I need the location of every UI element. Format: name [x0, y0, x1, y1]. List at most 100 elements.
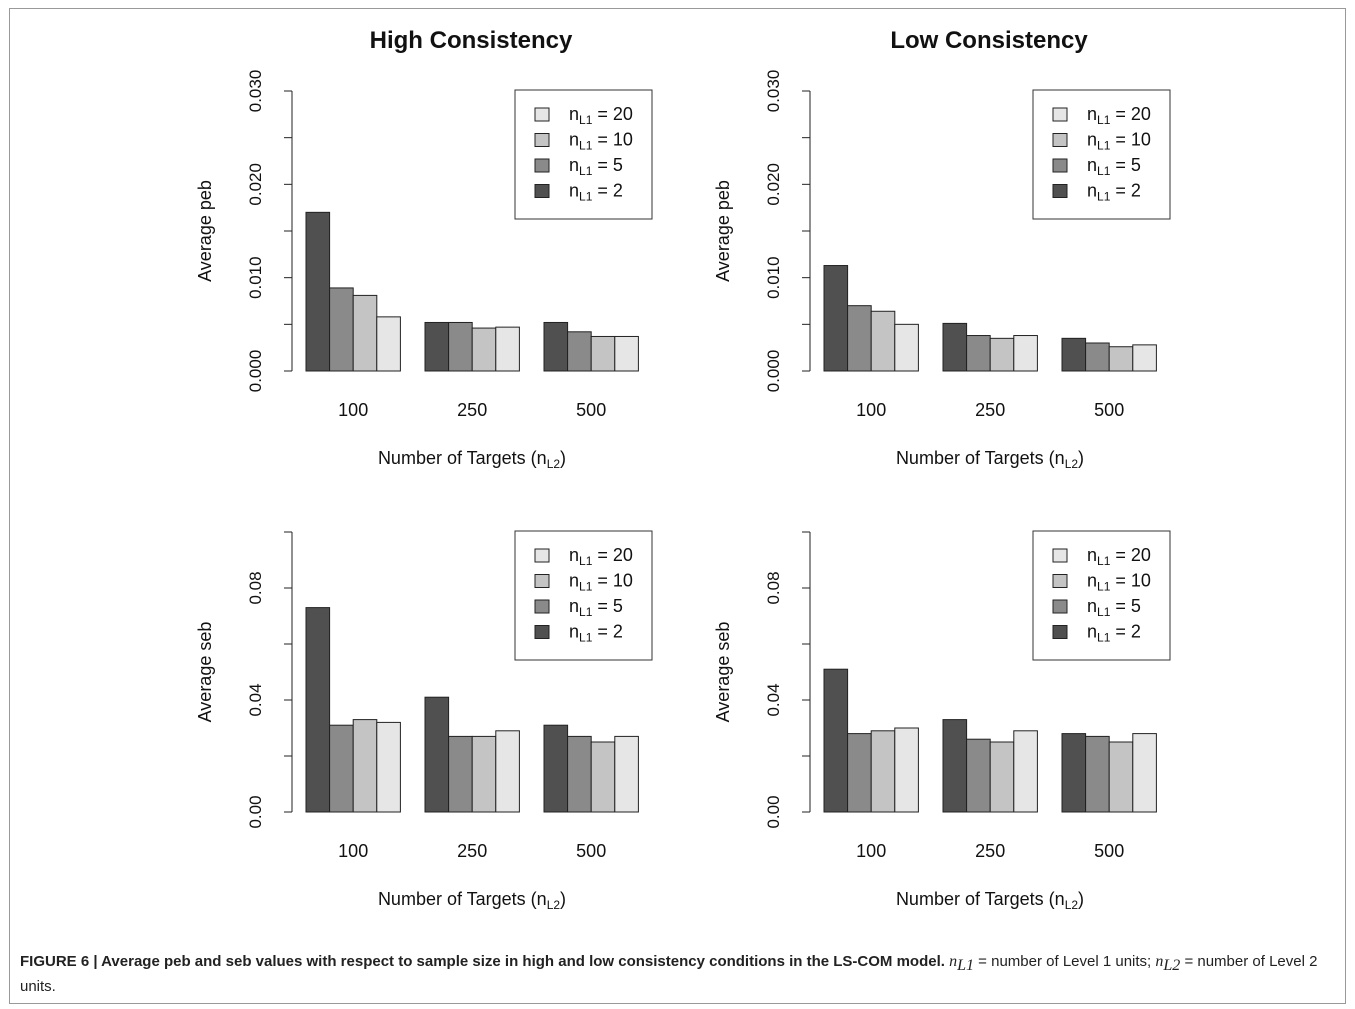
y-tick-label: 0.08: [764, 571, 783, 604]
y-tick-label: 0.00: [764, 795, 783, 828]
y-tick-label: 0.030: [764, 70, 783, 113]
bar: [543, 321, 569, 372]
x-tick-label: 250: [457, 400, 487, 420]
bar: [1013, 730, 1038, 813]
x-tick-label: 100: [338, 841, 368, 861]
bar: [966, 738, 991, 813]
legend-label: nL1 = 5: [569, 155, 623, 178]
legend-label: nL1 = 10: [569, 571, 633, 594]
legend-swatch: [534, 184, 550, 198]
bar: [870, 310, 896, 372]
y-axis-label: Average seb: [713, 622, 733, 723]
x-axis-label: Number of Targets (nL2): [378, 448, 566, 471]
bar: [471, 735, 497, 813]
caption-var1-sub: L1: [957, 957, 975, 974]
bar: [823, 265, 849, 372]
legend-label: nL1 = 5: [569, 596, 623, 619]
bar: [448, 321, 473, 372]
x-tick-label: 500: [576, 841, 606, 861]
y-axis-label: Average seb: [195, 622, 215, 723]
legend-label: nL1 = 10: [1087, 130, 1151, 153]
bar: [823, 668, 849, 813]
legend-swatch: [534, 599, 550, 614]
legend-swatch: [534, 548, 550, 563]
y-tick-label: 0.010: [764, 256, 783, 299]
bar: [495, 326, 520, 372]
bar: [495, 730, 520, 813]
chart-panel-3: 0.00 0.04 0.08 Average seb 100 250 500 Number o…: [195, 530, 653, 912]
x-tick-label: 500: [1094, 400, 1124, 420]
chart-title: High Consistency: [370, 27, 573, 54]
caption-text1: = number of Level 1 units;: [974, 953, 1156, 970]
bar: [471, 327, 497, 372]
bar: [942, 719, 968, 813]
bar: [1108, 741, 1134, 813]
bar: [1013, 335, 1038, 372]
bar: [966, 335, 991, 372]
y-tick-label: 0.030: [246, 70, 265, 113]
y-tick-label: 0.04: [764, 683, 783, 716]
y-axis-label: Average peb: [195, 180, 215, 282]
legend-swatch: [1052, 184, 1068, 198]
legend-swatch: [1052, 107, 1068, 122]
bar: [894, 727, 919, 813]
y-tick-label: 0.08: [246, 571, 265, 604]
legend-label: nL1 = 2: [1087, 181, 1141, 204]
bar: [424, 696, 450, 813]
y-tick-label: 0.010: [246, 256, 265, 299]
bar: [1108, 346, 1134, 372]
y-tick-label: 0.000: [246, 350, 265, 393]
bar: [352, 294, 378, 372]
bar: [847, 305, 872, 372]
legend-label: nL1 = 20: [1087, 104, 1151, 127]
x-tick-label: 500: [1094, 841, 1124, 861]
y-tick-label: 0.00: [246, 795, 265, 828]
bar: [614, 335, 639, 372]
bar: [870, 730, 896, 813]
legend-label: nL1 = 20: [569, 104, 633, 127]
bar: [1061, 733, 1087, 813]
bar: [376, 721, 401, 813]
bar: [847, 733, 872, 813]
x-tick-label: 250: [457, 841, 487, 861]
caption-label: FIGURE 6 | Average peb and seb values wi…: [20, 953, 945, 970]
caption-text2: = number of Level 2 units.: [20, 953, 1318, 995]
y-tick-label: 0.000: [764, 350, 783, 393]
bar: [989, 741, 1015, 813]
caption-var1: n: [949, 953, 958, 970]
legend-label: nL1 = 5: [1087, 155, 1141, 178]
legend-label: nL1 = 20: [569, 545, 633, 568]
legend-swatch: [1052, 625, 1068, 639]
legend-swatch: [534, 574, 550, 588]
y-tick-label: 0.020: [764, 163, 783, 206]
legend-label: nL1 = 2: [569, 622, 623, 645]
legend-swatch: [534, 625, 550, 639]
bar: [329, 724, 354, 813]
legend-label: nL1 = 20: [1087, 545, 1151, 568]
bar: [448, 735, 473, 813]
x-tick-label: 100: [856, 400, 886, 420]
legend-swatch: [1052, 574, 1068, 588]
bar: [376, 316, 401, 372]
bar: [942, 322, 968, 372]
y-axis-label: Average peb: [713, 180, 733, 282]
legend-swatch: [534, 107, 550, 122]
bar: [567, 331, 592, 372]
bar: [1132, 733, 1157, 813]
chart-panel-4: 0.00 0.04 0.08 Average seb 100 250 500 Number o…: [713, 530, 1171, 912]
bar: [352, 719, 378, 813]
bar: [305, 211, 331, 372]
bar: [590, 741, 616, 813]
bar: [989, 337, 1015, 372]
legend-label: nL1 = 5: [1087, 596, 1141, 619]
bar: [1085, 342, 1110, 372]
legend-swatch: [1052, 548, 1068, 563]
bar: [614, 735, 639, 813]
x-tick-label: 100: [338, 400, 368, 420]
legend-swatch: [1052, 133, 1068, 147]
chart-panel-1: High Consistency 0.000 0.010 0.020 0.030 Aver…: [195, 27, 653, 471]
